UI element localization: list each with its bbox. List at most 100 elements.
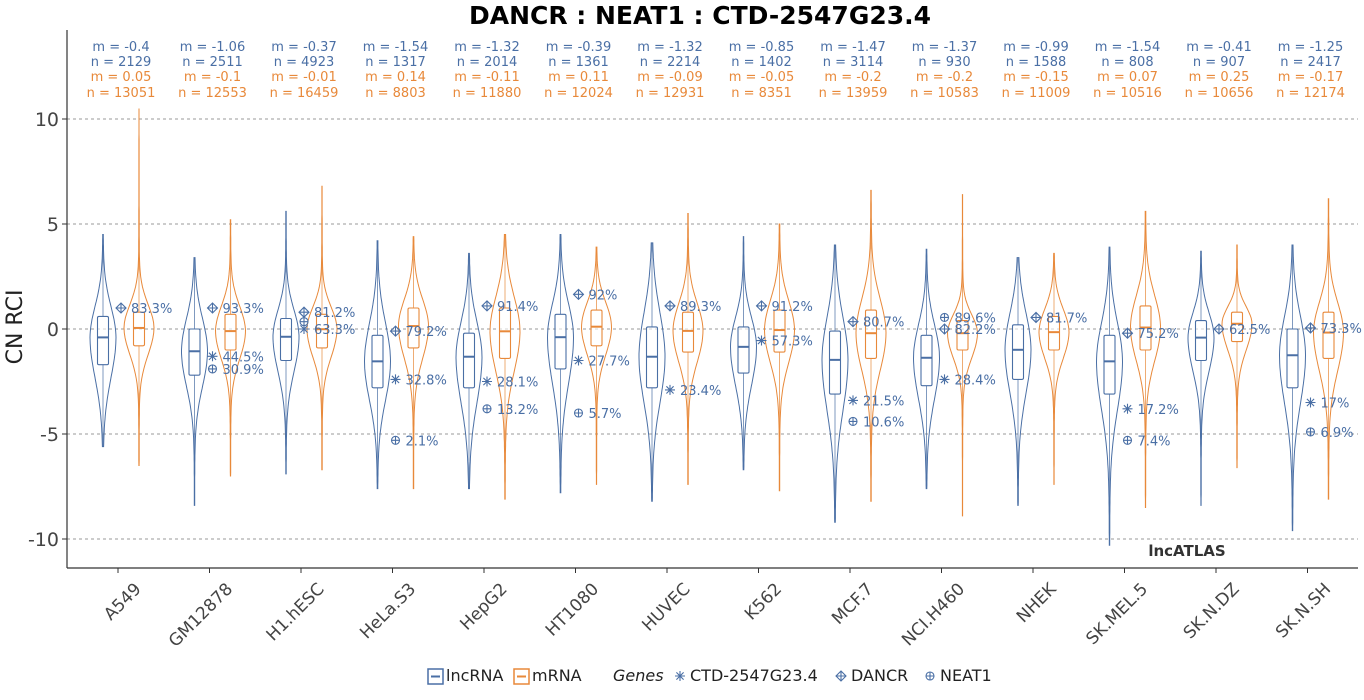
diamond-plus-icon (298, 306, 310, 318)
mrna-box (1230, 311, 1244, 343)
asterisk-icon (390, 374, 401, 385)
gene-percent-label: 75.2% (1138, 327, 1179, 342)
legend-gene-dancr: DANCR (851, 666, 908, 685)
gene-percent-label: 83.3% (131, 302, 172, 317)
lncrna-violin (1004, 257, 1032, 506)
asterisk-icon (1305, 397, 1316, 408)
gene-percent-label: 23.4% (680, 384, 721, 399)
gene-marker-neat1 (390, 435, 401, 445)
watermark: lncATLAS (1148, 542, 1225, 560)
stat-label: m = -1.54 (363, 40, 428, 55)
lncrna-box (1103, 334, 1116, 395)
gene-marker-ctd-2547g23.4 (675, 671, 685, 681)
x-tick-labels: A549 GM12878 H1.hESC HeLa.S3 HepG2 HT1080 HUVE… (100, 579, 1335, 652)
mrna-violin (580, 246, 613, 485)
mrna-violin (1038, 252, 1070, 485)
gene-percent-label: 79.2% (406, 325, 447, 340)
stat-label: m = -1.25 (1278, 40, 1343, 55)
stat-label: m = -0.17 (1278, 70, 1343, 85)
lncrna-violin (729, 236, 758, 471)
gene-percent-label: 21.5% (863, 394, 904, 409)
mrna-violin (855, 189, 887, 502)
gene-percent-label: 91.2% (772, 300, 813, 315)
lncrna-box (279, 317, 293, 362)
gene-marker-dancr (755, 300, 768, 312)
gene-percent-label: 2.1% (406, 434, 439, 449)
stat-label: m = 0.05 (91, 70, 152, 85)
gene-marker-ctd-2547g23.4 (1122, 403, 1133, 414)
diamond-plus-icon (938, 323, 951, 335)
circle-plus-cross (1306, 427, 1315, 436)
gene-percent-label: 57.3% (772, 335, 813, 350)
asterisk-icon (573, 355, 584, 366)
stat-label: m = -1.32 (454, 40, 519, 55)
stat-label: m = -0.37 (271, 40, 336, 55)
gene-percent-label: 30.9% (223, 363, 264, 378)
lncrna-box (737, 326, 750, 374)
stat-label: n = 2511 (182, 55, 242, 70)
gene-marker-neat1 (925, 671, 935, 681)
asterisk-icon (675, 671, 685, 681)
mrna-box (773, 309, 786, 353)
gene-marker-ctd-2547g23.4 (207, 351, 218, 362)
gene-percent-label: 92% (589, 288, 618, 303)
stat-label: n = 1361 (548, 55, 608, 70)
stat-label: m = -0.15 (1003, 70, 1068, 85)
asterisk-icon (665, 384, 675, 395)
lncrna-box (920, 334, 933, 387)
x-tick-label: K562 (741, 579, 786, 624)
diamond-plus-icon (1304, 322, 1317, 334)
gene-marker-ctd-2547g23.4 (848, 395, 858, 406)
mrna-violin (1312, 198, 1345, 500)
mrna-box (498, 307, 512, 359)
gene-percent-label: 73.3% (1321, 322, 1362, 337)
gene-marker-neat1 (573, 408, 584, 418)
mrna-violin (763, 223, 796, 492)
gene-marker-dancr (938, 323, 951, 335)
x-tick-label: GM12878 (165, 579, 237, 651)
lncrna-violin (455, 252, 483, 490)
gene-percent-label: 5.7% (589, 407, 622, 422)
stat-label: m = 0.07 (1097, 70, 1158, 85)
asterisk-icon (299, 324, 309, 334)
gene-marker-dancr (1213, 323, 1225, 335)
gene-percent-label: 89.3% (680, 300, 721, 315)
stat-label: n = 13051 (87, 86, 156, 101)
y-tick-label: 10 (35, 109, 59, 131)
lncrna-violin (1187, 250, 1215, 506)
stat-label: n = 8803 (365, 86, 425, 101)
gene-percent-label: 63.3% (314, 323, 355, 338)
stat-label: n = 4923 (274, 55, 334, 70)
y-tick-label: 0 (47, 319, 59, 341)
legend: lncRNA mRNA Genes CTD-2547G23.4 DANCR NEAT1 (427, 666, 992, 685)
gene-percent-label: 91.4% (497, 300, 538, 315)
lncrna-violin (272, 210, 300, 475)
circle-plus-cross (208, 364, 217, 373)
gene-percent-label: 10.6% (863, 415, 904, 430)
gene-marker-dancr (389, 325, 402, 337)
asterisk-icon (939, 374, 950, 385)
stat-label: m = -0.2 (824, 70, 881, 85)
lncrna-violin (181, 257, 208, 506)
gene-marker-dancr (206, 302, 219, 314)
stat-label: m = -1.54 (1095, 40, 1160, 55)
stat-label: n = 2417 (1280, 55, 1340, 70)
stat-label: n = 12931 (636, 86, 705, 101)
gene-marker-dancr (298, 306, 310, 318)
chart-title: DANCR : NEAT1 : CTD-2547G23.4 (469, 1, 931, 30)
stat-label: m = -0.39 (546, 40, 611, 55)
stat-label: m = 0.14 (365, 70, 426, 85)
circle-plus-cross (849, 417, 857, 426)
lncrna-violin (89, 234, 117, 448)
lncrna-box (554, 313, 567, 370)
stat-label: n = 3114 (823, 55, 883, 70)
gene-marker-neat1 (1305, 427, 1316, 437)
legend-label-lncrna: lncRNA (446, 666, 503, 685)
mrna-violin (306, 185, 338, 471)
gene-percent-label: 62.5% (1229, 323, 1270, 338)
lncrna-violin (638, 242, 666, 502)
stat-label: n = 10656 (1185, 86, 1254, 101)
mrna-box (956, 320, 969, 351)
stat-label: m = -0.05 (729, 70, 794, 85)
stat-label: m = -0.1 (184, 70, 241, 85)
